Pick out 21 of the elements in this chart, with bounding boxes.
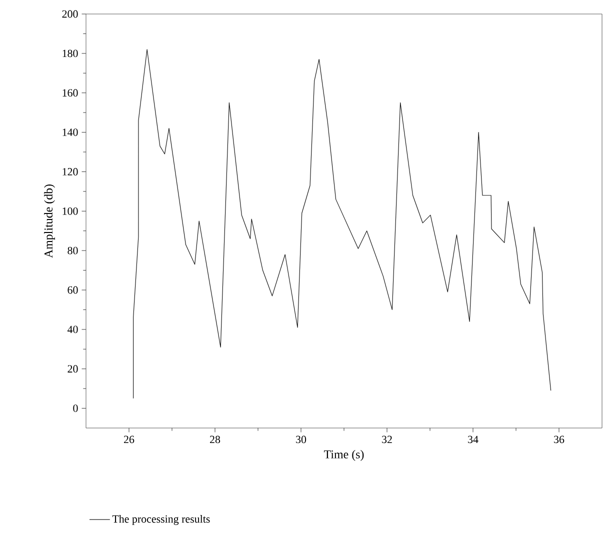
y-tick-label: 80	[68, 246, 78, 254]
x-tick-label: 28	[210, 436, 220, 444]
legend-label: The processing results	[112, 514, 210, 525]
y-tick-label: 0	[73, 404, 78, 412]
x-axis-title: Time (s)	[324, 450, 364, 461]
line-series	[133, 49, 552, 399]
x-tick-label: 36	[554, 436, 564, 444]
x-tick-label: 32	[382, 436, 392, 444]
x-tick-label: 26	[124, 436, 134, 444]
x-tick-label: 34	[468, 436, 478, 444]
y-tick-label: 160	[62, 89, 78, 97]
y-tick-label: 120	[62, 168, 78, 176]
y-tick-label: 60	[68, 286, 78, 294]
y-axis-title: Amplitude (db)	[44, 184, 55, 258]
x-tick-label: 30	[296, 436, 306, 444]
y-tick-label: 20	[68, 365, 78, 373]
y-tick-label: 40	[67, 326, 78, 334]
y-tick-label: 200	[62, 10, 78, 18]
y-tick-label: 100	[62, 207, 78, 215]
y-tick-label: 180	[62, 50, 78, 58]
y-tick-label: 140	[62, 128, 78, 136]
